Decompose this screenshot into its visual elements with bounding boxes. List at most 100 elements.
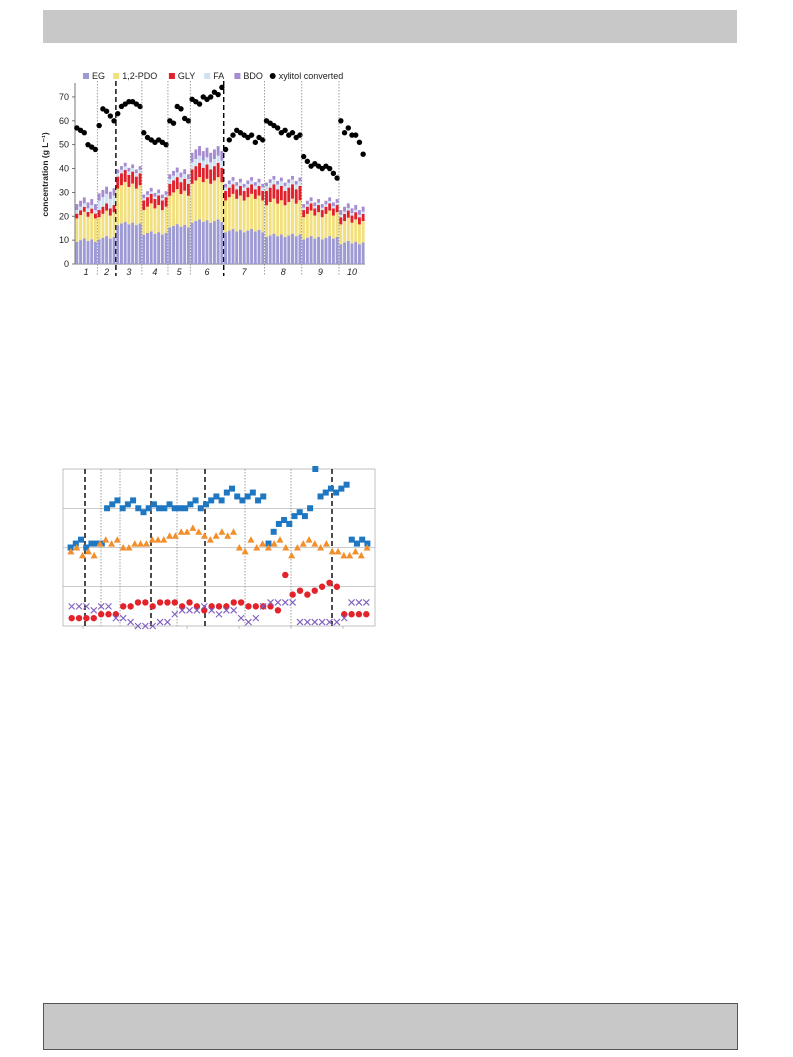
- point-x: [274, 599, 282, 606]
- bar-segment-bdo: [190, 152, 194, 163]
- bar-segment-pdo: [317, 212, 320, 237]
- page-header-bar: [43, 10, 737, 43]
- point-triangle: [282, 544, 290, 551]
- point-square: [353, 540, 360, 547]
- bar-segment-pdo: [75, 218, 79, 242]
- bar-segment-pdo: [179, 194, 183, 227]
- point-square: [208, 497, 215, 504]
- point-circle: [296, 587, 304, 594]
- point-square: [202, 501, 209, 508]
- bar-segment-eg: [153, 233, 157, 264]
- bar-segment-pdo: [116, 188, 120, 226]
- point-circle: [149, 603, 156, 610]
- bar-segment-fa: [257, 182, 261, 186]
- point-circle: [97, 611, 105, 618]
- bar-segment-bdo: [93, 204, 97, 211]
- point-square: [286, 520, 293, 527]
- point-triangle: [241, 547, 249, 555]
- point-square: [255, 497, 262, 504]
- xylitol-point: [297, 132, 303, 138]
- point-triangle: [84, 547, 92, 555]
- bar-segment-bdo: [324, 200, 328, 205]
- bar-segment-gly: [164, 197, 168, 207]
- bar-segment-pdo: [183, 190, 187, 225]
- bar-segment-eg: [265, 237, 268, 264]
- bar-segment-gly: [328, 203, 332, 211]
- bar-segment-pdo: [86, 216, 90, 241]
- bar-segment-bdo: [224, 183, 228, 188]
- point-square: [265, 540, 272, 547]
- point-triangle: [189, 524, 197, 531]
- bar-segment-gly: [265, 190, 268, 206]
- bar-segment-fa: [212, 158, 216, 167]
- bar-segment-pdo: [320, 217, 324, 240]
- bar-segment-fa: [238, 182, 242, 186]
- point-triangle: [166, 532, 174, 539]
- bar-segment-gly: [175, 177, 179, 190]
- point-square: [213, 493, 220, 500]
- bar-segment-fa: [309, 200, 313, 204]
- xylitol-point: [185, 118, 192, 124]
- bar-segment-bdo: [120, 166, 123, 170]
- bar-segment-bdo: [201, 151, 205, 161]
- bar-segment-pdo: [287, 201, 291, 236]
- bar-segment-fa: [183, 174, 187, 179]
- point-triangle: [311, 540, 319, 547]
- period-label: 3: [126, 267, 131, 277]
- point-x: [326, 618, 333, 626]
- bar-segment-fa: [216, 155, 220, 163]
- bar-segment-pdo: [253, 198, 257, 232]
- bar-segment-bdo: [164, 191, 168, 195]
- bar-segment-pdo: [346, 217, 350, 241]
- point-x: [281, 599, 289, 606]
- point-x: [97, 602, 105, 610]
- point-x: [355, 599, 363, 606]
- point-triangle: [288, 551, 296, 559]
- bar-segment-fa: [160, 198, 164, 201]
- bar-segment-bdo: [261, 183, 265, 188]
- point-triangle: [148, 536, 156, 543]
- point-x: [83, 602, 90, 610]
- point-square: [135, 505, 142, 512]
- bar-segment-pdo: [302, 217, 306, 240]
- point-circle: [90, 614, 97, 622]
- period-label: 9: [318, 267, 323, 277]
- bar-segment-pdo: [146, 206, 149, 233]
- bar-segment-eg: [179, 226, 183, 264]
- period-label: 4: [152, 267, 157, 277]
- xylitol-point: [248, 132, 255, 138]
- point-square: [192, 497, 199, 504]
- point-square: [249, 489, 256, 496]
- bar-segment-gly: [198, 162, 202, 178]
- bar-segment-gly: [317, 205, 320, 213]
- bar-segment-bdo: [175, 167, 179, 173]
- xylitol-point: [326, 165, 333, 172]
- bar-segment-gly: [116, 176, 120, 189]
- bar-segment-fa: [339, 214, 343, 218]
- bar-segment-eg: [172, 225, 175, 264]
- point-square: [88, 540, 95, 547]
- bar-segment-bdo: [335, 199, 339, 203]
- bar-segment-eg: [164, 232, 168, 264]
- bar-segment-eg: [231, 228, 235, 264]
- point-square: [359, 536, 366, 543]
- xylitol-point: [300, 153, 307, 160]
- y-axis-label: concentration (g L⁻¹): [40, 132, 50, 216]
- xylitol-point: [96, 122, 102, 129]
- point-circle: [127, 603, 134, 610]
- bar-segment-gly: [172, 180, 175, 193]
- bar-segment-pdo: [339, 224, 343, 245]
- period-label: 2: [103, 267, 109, 277]
- bar-segment-gly: [82, 206, 86, 212]
- point-square: [218, 497, 225, 504]
- point-triangle: [137, 540, 145, 547]
- bar-segment-gly: [242, 190, 246, 201]
- bar-segment-gly: [131, 171, 135, 184]
- bar-segment-eg: [194, 221, 198, 264]
- bar-segment-eg: [75, 241, 79, 264]
- bar-segment-fa: [86, 208, 90, 212]
- bar-segment-gly: [205, 164, 209, 179]
- bar-segment-gly: [246, 187, 250, 198]
- legend-label: EG: [92, 71, 105, 81]
- xylitol-point: [163, 141, 169, 148]
